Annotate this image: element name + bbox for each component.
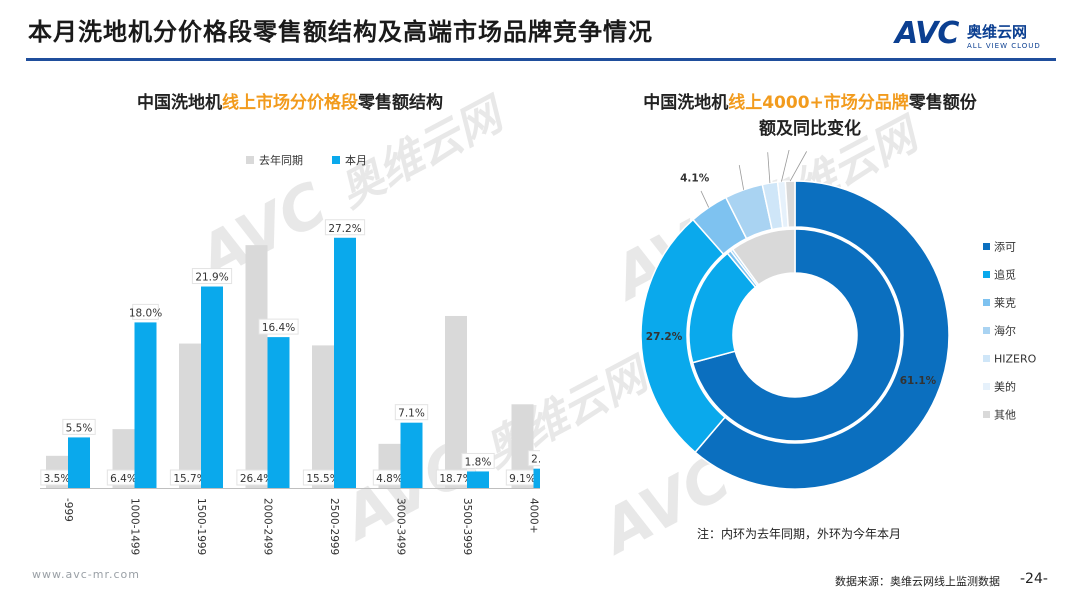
data-label-box [258,318,299,335]
data-label: 18.7% [439,473,472,485]
bar [445,315,467,488]
bar [312,345,334,488]
legend-swatch [983,299,990,306]
legend-swatch [983,383,990,390]
data-label-box [62,418,96,435]
bar [334,237,356,488]
data-label: 15.7% [173,473,206,485]
leader-line [700,190,710,208]
data-label: 4.8% [376,473,403,485]
data-label: 26.4% [240,473,273,485]
bar [134,322,157,488]
bar [511,404,534,488]
data-label-box [191,268,233,285]
legend-swatch [983,327,990,334]
price-segment-bar-chart: 去年同期 本月 3.5% 5.5% -999 6.4% 18.0% 1000-1499 15.7… [40,153,540,555]
leader-line [781,150,790,182]
leader-line [767,152,771,184]
slice-label: 4.0% [721,150,751,152]
leader-line [789,151,808,182]
data-source: 数据来源：奥维云网线上监测数据 [835,575,1000,588]
legend-label: 本月 [345,153,367,167]
inner-ring-slice [691,228,902,442]
data-label: 15.5% [306,473,339,485]
data-label: 6.4% [110,473,137,485]
category-label: 2500-2999 [328,498,340,555]
outer-ring-slice [694,180,950,490]
data-label: 18.0% [129,307,162,319]
bar [245,245,268,488]
data-label: 2.1% [531,454,540,466]
bar [467,471,489,488]
data-label: 7.1% [398,408,425,420]
data-label: 9.1% [509,473,536,485]
outer-ring-slice [784,180,796,229]
legend-label: 海尔 [994,324,1016,338]
legend-label: 美的 [994,380,1016,394]
logo-mark: AVC [895,16,959,51]
legend-swatch [983,243,990,250]
logo-tagline: ALL VIEW CLOUD [967,42,1041,50]
data-label-box [132,303,159,320]
category-label: 1500-1999 [195,498,207,555]
data-label-box [324,219,366,236]
legend-swatch [983,271,990,278]
inner-ring-slice [731,228,796,286]
slice-label: 61.1% [900,375,937,387]
legend-swatch [983,355,990,362]
category-label: 1000-1499 [129,498,141,555]
legend-label: 添可 [994,240,1016,254]
data-label: 1.8% [465,456,492,468]
data-label: 16.4% [262,322,295,334]
right-chart-title: 中国洗地机线上4000+市场分品牌零售额份 额及同比变化 [643,93,977,139]
legend-swatch [246,156,254,164]
bar [533,468,540,488]
legend-label: HIZERO [994,353,1037,366]
brand-share-donut-chart: 61.1%27.2%4.1%4.0%1.6%0.8%1.0%添可追觅莱克海尔HI… [640,150,1037,490]
data-label: 27.2% [328,223,361,235]
category-label: -999 [62,498,74,522]
avc-logo: AVC 奥维云网 ALL VIEW CLOUD [895,16,1065,56]
legend-swatch [983,411,990,418]
title-underline [26,58,1056,61]
data-label-box [394,404,429,421]
legend-label: 莱克 [994,297,1016,310]
bar [267,337,290,488]
category-label: 2000-2499 [262,498,274,555]
data-label: 3.5% [44,473,71,485]
left-chart-title: 中国洗地机线上市场分价格段零售额结构 [137,93,443,113]
legend-label: 追觅 [994,268,1016,282]
slice-label: 27.2% [646,331,683,343]
bar [68,437,90,488]
footer-url: www.avc-mr.com [32,568,140,581]
legend-label: 去年同期 [259,153,303,167]
legend-swatch [332,156,340,164]
slice-label: 4.1% [680,172,710,184]
data-label-box [461,452,495,469]
leader-line [738,164,745,190]
page-number: -24- [1020,571,1048,587]
logo-name: 奥维云网 [967,23,1028,41]
data-label: 21.9% [195,272,228,284]
bar [179,343,201,488]
data-label: 5.5% [66,422,93,434]
legend-label: 其他 [994,409,1016,422]
donut-note: 注：内环为去年同期，外环为今年本月 [697,527,902,541]
category-label: 3500-3999 [461,498,473,555]
category-label: 4000+ [528,498,540,534]
bar [400,422,423,488]
category-label: 3000-3499 [395,498,407,555]
data-label-box [527,450,540,467]
bar [201,286,223,488]
page-title: 本月洗地机分价格段零售额结构及高端市场品牌竞争情况 [28,18,653,46]
